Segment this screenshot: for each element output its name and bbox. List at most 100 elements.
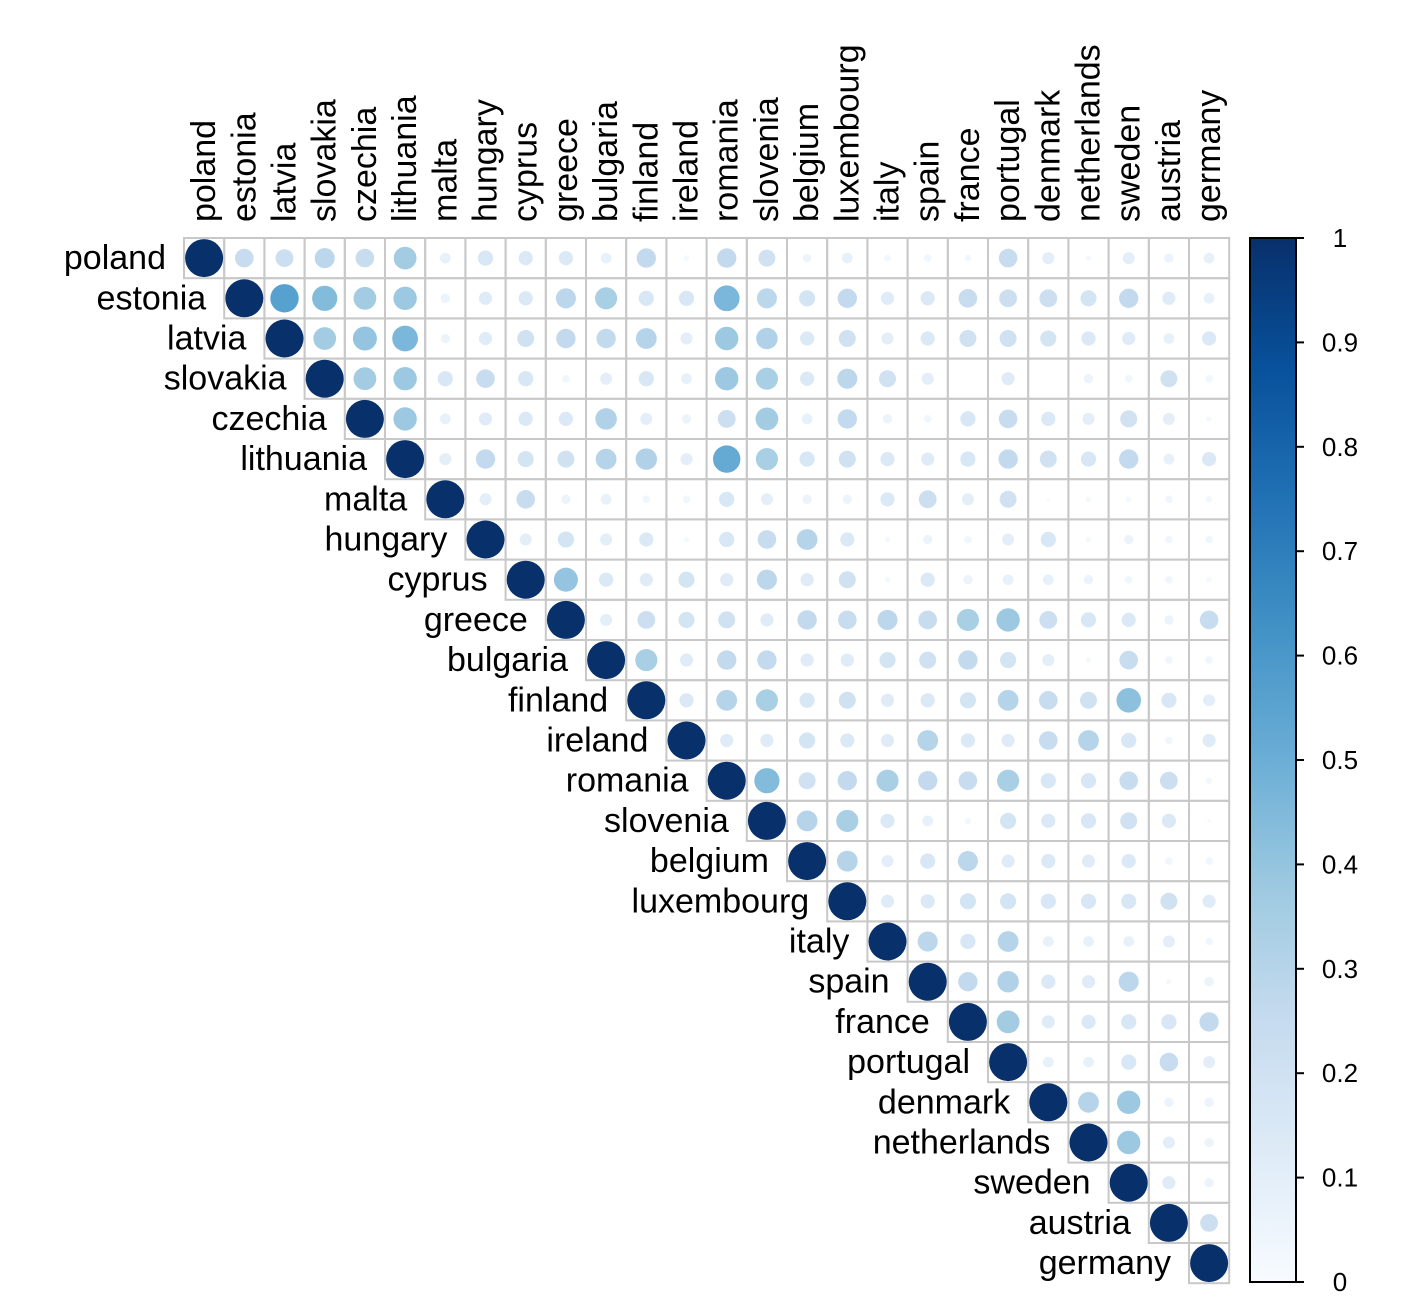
point-estonia-bulgaria bbox=[595, 287, 618, 310]
point-lithuania-portugal bbox=[998, 449, 1018, 469]
point-cyprus-sweden bbox=[1124, 575, 1133, 584]
point-estonia-sweden bbox=[1119, 288, 1139, 308]
circle-layer bbox=[185, 239, 1229, 1283]
point-cyprus-portugal bbox=[1002, 574, 1014, 586]
point-slovakia-ireland bbox=[681, 373, 692, 385]
row-label-austria: austria bbox=[1029, 1204, 1131, 1242]
point-finland-belgium bbox=[799, 692, 815, 708]
point-czechia-austria bbox=[1162, 412, 1175, 425]
point-ireland-slovenia bbox=[760, 733, 774, 748]
point-romania-spain bbox=[918, 771, 938, 791]
point-slovenia-spain bbox=[922, 815, 934, 827]
point-cyprus-greece bbox=[553, 567, 578, 592]
point-hungary-slovenia bbox=[757, 530, 777, 549]
point-italy-austria bbox=[1162, 935, 1175, 948]
point-poland-slovenia bbox=[758, 249, 776, 267]
point-finland-finland bbox=[627, 681, 666, 720]
point-greece-greece bbox=[546, 600, 585, 639]
row-label-italy: italy bbox=[789, 923, 849, 961]
point-spain-denmark bbox=[1041, 974, 1056, 989]
point-greece-italy bbox=[877, 609, 898, 630]
point-belgium-france bbox=[957, 851, 978, 872]
point-luxembourg-denmark bbox=[1040, 893, 1056, 909]
point-slovakia-portugal bbox=[1001, 372, 1015, 386]
point-czechia-greece bbox=[558, 411, 574, 427]
point-czechia-lithuania bbox=[393, 407, 417, 431]
point-luxembourg-france bbox=[959, 893, 976, 910]
point-malta-hungary bbox=[479, 493, 492, 506]
point-slovakia-netherlands bbox=[1083, 374, 1094, 384]
point-lithuania-austria bbox=[1163, 453, 1175, 465]
point-finland-netherlands bbox=[1080, 691, 1097, 709]
point-lithuania-greece bbox=[557, 450, 575, 468]
point-poland-bulgaria bbox=[600, 252, 612, 264]
point-cyprus-italy bbox=[884, 577, 891, 583]
point-bulgaria-slovenia bbox=[757, 650, 777, 670]
point-estonia-germany bbox=[1203, 292, 1215, 304]
point-sweden-sweden bbox=[1109, 1163, 1148, 1202]
column-label-slovenia: slovenia bbox=[748, 97, 786, 222]
point-greece-ireland bbox=[678, 611, 695, 628]
point-belgium-sweden bbox=[1121, 853, 1136, 869]
point-greece-romania bbox=[718, 611, 736, 629]
point-ireland-romania bbox=[720, 733, 734, 748]
point-malta-finland bbox=[642, 495, 651, 504]
column-label-cyprus: cyprus bbox=[507, 122, 545, 222]
point-latvia-greece bbox=[556, 328, 576, 349]
point-romania-portugal bbox=[997, 769, 1020, 792]
column-label-slovakia: slovakia bbox=[306, 99, 344, 222]
point-estonia-malta bbox=[440, 293, 450, 303]
point-czechia-france bbox=[960, 411, 976, 427]
point-malta-slovenia bbox=[760, 493, 773, 506]
point-romania-slovenia bbox=[754, 768, 780, 794]
point-latvia-austria bbox=[1163, 333, 1175, 344]
point-lithuania-italy bbox=[880, 451, 895, 467]
point-france-germany bbox=[1199, 1012, 1219, 1032]
row-label-estonia: estonia bbox=[97, 279, 207, 317]
point-czechia-portugal bbox=[998, 409, 1018, 429]
cell-germany-germany bbox=[1188, 1242, 1231, 1285]
point-italy-france bbox=[960, 933, 976, 950]
point-malta-ireland bbox=[682, 495, 691, 504]
point-portugal-portugal bbox=[989, 1043, 1028, 1082]
point-luxembourg-netherlands bbox=[1080, 893, 1097, 909]
point-slovakia-greece bbox=[562, 374, 570, 383]
point-belgium-portugal bbox=[1001, 854, 1015, 868]
column-label-hungary: hungary bbox=[467, 99, 505, 222]
row-label-luxembourg: luxembourg bbox=[632, 882, 810, 920]
point-czechia-czechia bbox=[345, 399, 384, 438]
point-malta-luxembourg bbox=[842, 494, 852, 504]
point-belgium-luxembourg bbox=[836, 850, 858, 872]
point-poland-sweden bbox=[1122, 252, 1135, 265]
point-netherlands-germany bbox=[1204, 1137, 1214, 1148]
point-czechia-netherlands bbox=[1082, 412, 1095, 425]
row-label-portugal: portugal bbox=[847, 1043, 970, 1081]
point-estonia-greece bbox=[555, 288, 576, 309]
point-malta-bulgaria bbox=[600, 493, 612, 505]
point-lithuania-slovenia bbox=[755, 448, 778, 471]
point-portugal-sweden bbox=[1121, 1054, 1137, 1070]
point-slovakia-luxembourg bbox=[837, 368, 858, 389]
point-italy-portugal bbox=[997, 931, 1019, 952]
point-lithuania-france bbox=[960, 451, 976, 467]
row-label-ireland: ireland bbox=[546, 722, 648, 760]
point-denmark-netherlands bbox=[1078, 1091, 1099, 1113]
point-estonia-finland bbox=[638, 290, 654, 306]
point-hungary-romania bbox=[719, 531, 735, 548]
point-latvia-netherlands bbox=[1081, 331, 1096, 346]
point-luxembourg-germany bbox=[1202, 894, 1216, 908]
point-malta-greece bbox=[561, 494, 571, 504]
row-label-greece: greece bbox=[424, 601, 528, 639]
point-estonia-italy bbox=[880, 291, 895, 305]
point-france-denmark bbox=[1041, 1015, 1055, 1029]
row-label-hungary: hungary bbox=[325, 521, 448, 559]
row-label-germany: germany bbox=[1039, 1244, 1171, 1282]
point-slovakia-belgium bbox=[799, 371, 815, 386]
point-estonia-ireland bbox=[678, 290, 695, 306]
point-france-france bbox=[948, 1002, 987, 1041]
point-spain-netherlands bbox=[1081, 975, 1096, 989]
point-czechia-luxembourg bbox=[837, 409, 857, 429]
point-spain-germany bbox=[1204, 977, 1214, 987]
column-label-sweden: sweden bbox=[1110, 105, 1148, 222]
point-poland-spain bbox=[923, 254, 932, 262]
